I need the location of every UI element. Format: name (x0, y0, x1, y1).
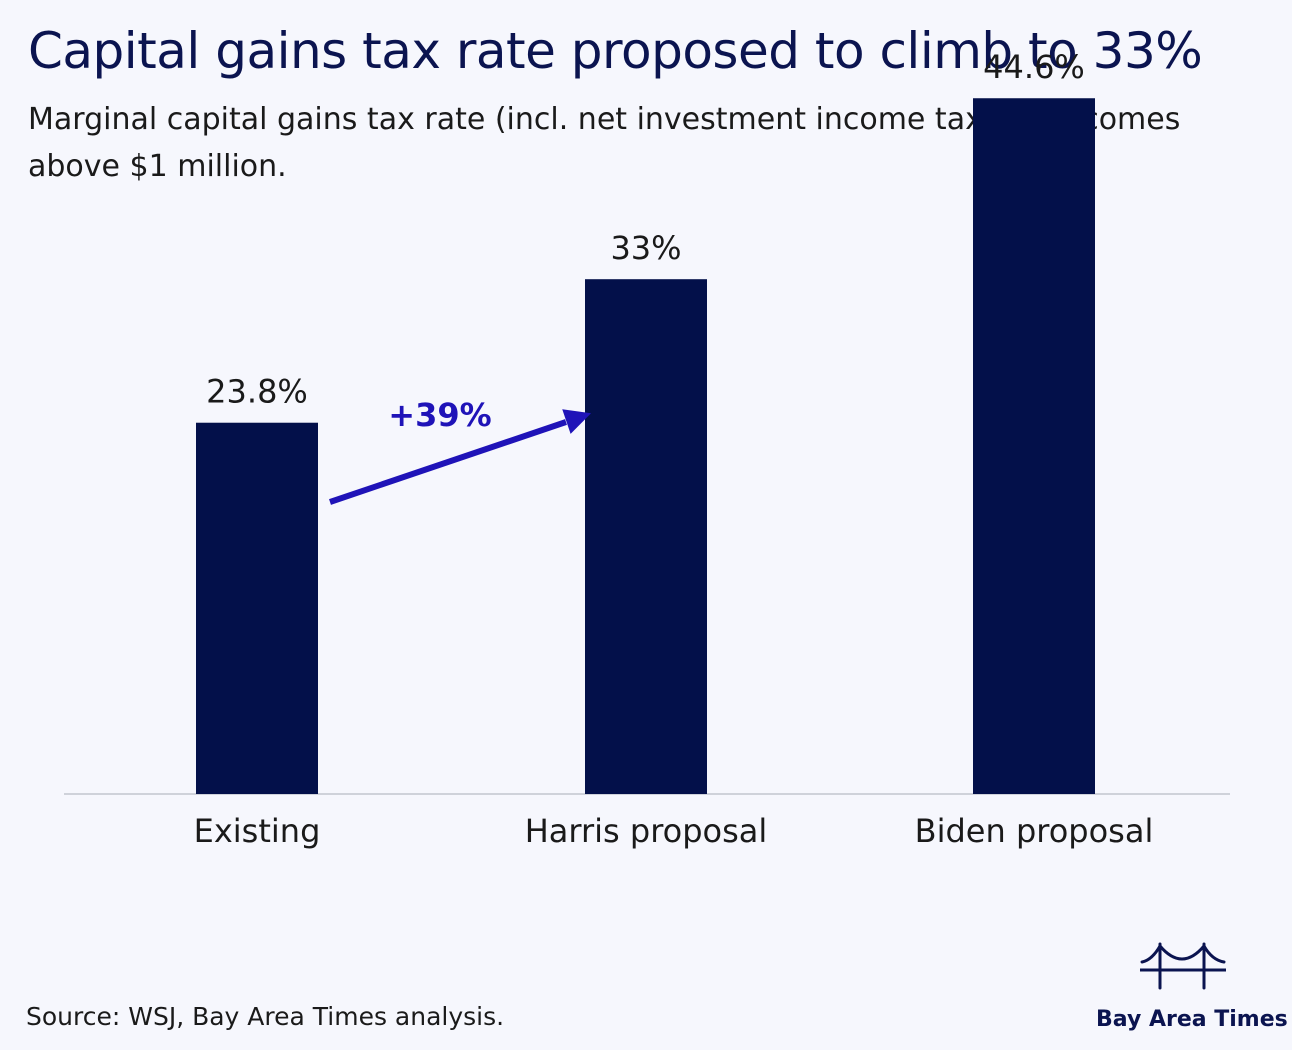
source-note: Source: WSJ, Bay Area Times analysis. (26, 1002, 505, 1031)
annotation-arrow-line (329, 419, 567, 505)
bridge-icon (1140, 942, 1226, 990)
brand-name: Bay Area Times (1096, 1007, 1288, 1032)
bar-0 (196, 422, 318, 794)
data-label-2: 44.6% (983, 48, 1085, 86)
data-label-0: 23.8% (206, 373, 308, 411)
chart-title: Capital gains tax rate proposed to climb… (28, 22, 1203, 80)
data-label-1: 33% (610, 229, 681, 267)
category-label-0: Existing (194, 812, 321, 850)
bar-1 (585, 279, 707, 794)
category-label-1: Harris proposal (525, 812, 768, 850)
bar-2 (973, 98, 1095, 795)
annotation-label: +39% (388, 396, 491, 434)
category-label-2: Biden proposal (915, 812, 1154, 850)
annotation-arrow-head (562, 409, 592, 434)
